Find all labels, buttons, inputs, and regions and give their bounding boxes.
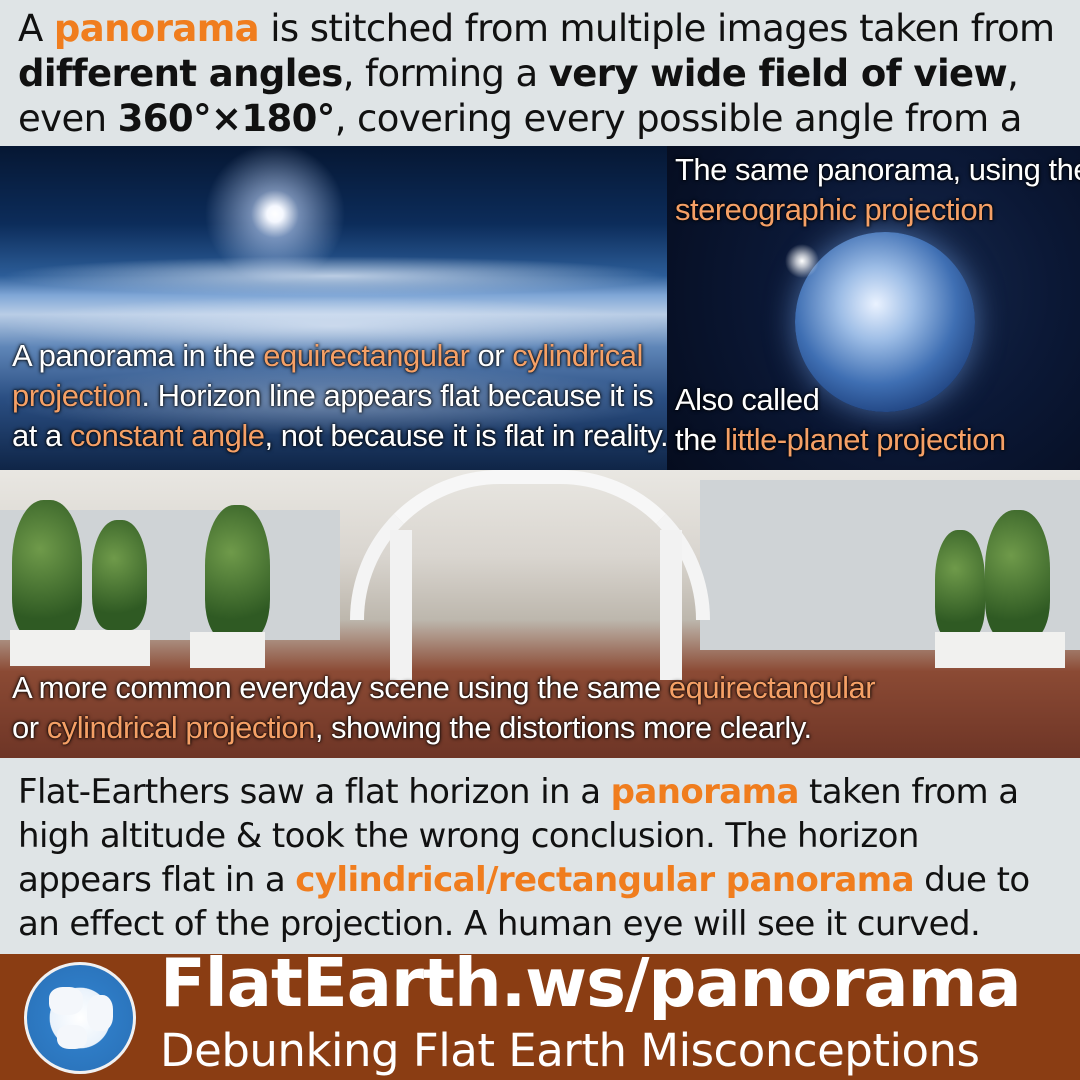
- little-planet-image: [667, 146, 1080, 470]
- tagline: Debunking Flat Earth Misconceptions: [160, 1024, 980, 1077]
- bush: [985, 510, 1050, 640]
- sun-glow: [785, 244, 819, 278]
- intro-text: A panorama is stitched from multiple ima…: [0, 0, 1080, 185]
- bush: [92, 520, 147, 630]
- bush: [205, 505, 270, 640]
- keyword-cylindrical-rectangular: cylindrical/rectangular panorama: [295, 860, 914, 900]
- pergola-pillar: [660, 530, 682, 680]
- planet-caption-top: The same panorama, using the stereograph…: [675, 152, 1080, 227]
- keyword-different-angles: different angles: [18, 52, 343, 95]
- planet-caption-bottom: Also called the little-planet projection: [675, 382, 1006, 457]
- planter: [10, 630, 150, 666]
- courtyard-caption: A more common everyday scene using the s…: [12, 670, 876, 745]
- pergola-pillar: [390, 530, 412, 680]
- site-url[interactable]: FlatEarth.ws/panorama: [160, 944, 1022, 1022]
- cloud-band: [0, 366, 667, 436]
- footer-banner: FlatEarth.ws/panorama Debunking Flat Ear…: [0, 944, 1080, 1080]
- courtyard-panorama-image: [0, 470, 1080, 758]
- cloud-band: [0, 296, 667, 356]
- keyword-wide-fov: very wide field of view: [548, 52, 1008, 95]
- bush: [12, 500, 82, 640]
- keyword-degrees: 360°×180°: [117, 97, 336, 140]
- planter: [935, 632, 1065, 668]
- earth-panorama-image: [0, 146, 667, 470]
- cloud-band: [0, 256, 667, 296]
- keyword-panorama: panorama: [53, 7, 260, 50]
- planter: [190, 632, 265, 668]
- bush: [935, 530, 985, 640]
- keyword-panorama: panorama: [610, 772, 800, 812]
- planet-globe: [795, 232, 975, 412]
- conclusion-text: Flat-Earthers saw a flat horizon in a pa…: [0, 758, 1080, 954]
- globe-icon: [24, 962, 136, 1074]
- earth-caption: A panorama in the equirectangular or cyl…: [12, 338, 669, 453]
